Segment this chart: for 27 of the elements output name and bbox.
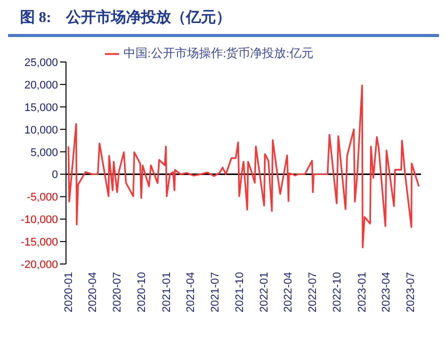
x-tick-label: 2022-07	[307, 272, 320, 312]
y-tick-label: 20,000	[24, 79, 58, 92]
x-tick-label: 2022-01	[258, 272, 271, 312]
legend-label: 中国:公开市场操作:货币净投放:亿元	[123, 46, 314, 60]
x-tick-label: 2020-10	[136, 272, 148, 312]
y-tick-label: 5,000	[30, 146, 58, 159]
y-tick-label: -5,000	[26, 192, 58, 204]
x-tick-label: 2021-07	[209, 272, 222, 312]
x-tick-label: 2022-04	[282, 272, 295, 312]
x-tick-label: 2020-01	[62, 272, 75, 312]
y-tick-label: 0	[52, 169, 58, 182]
y-tick-label: -20,000	[20, 259, 58, 271]
y-tick-label: -10,000	[20, 214, 58, 226]
y-tick-label: 15,000	[24, 102, 58, 114]
x-tick-label: 2021-10	[234, 272, 246, 312]
x-tick-label: 2023-07	[404, 272, 417, 312]
x-tick-label: 2021-01	[160, 272, 173, 312]
y-tick-label: -15,000	[20, 236, 58, 249]
x-tick-label: 2020-04	[87, 272, 100, 312]
x-tick-label: 2022-10	[332, 272, 344, 312]
y-tick-label: 25,000	[24, 57, 58, 69]
x-tick-label: 2021-04	[184, 272, 197, 312]
y-tick-label: 10,000	[24, 124, 58, 136]
x-tick-label: 2023-04	[380, 272, 392, 312]
x-tick-label: 2020-07	[112, 272, 124, 312]
chart-title: 图 8: 公开市场净投放（亿元）	[19, 8, 232, 28]
x-tick-label: 2023-01	[356, 272, 368, 312]
